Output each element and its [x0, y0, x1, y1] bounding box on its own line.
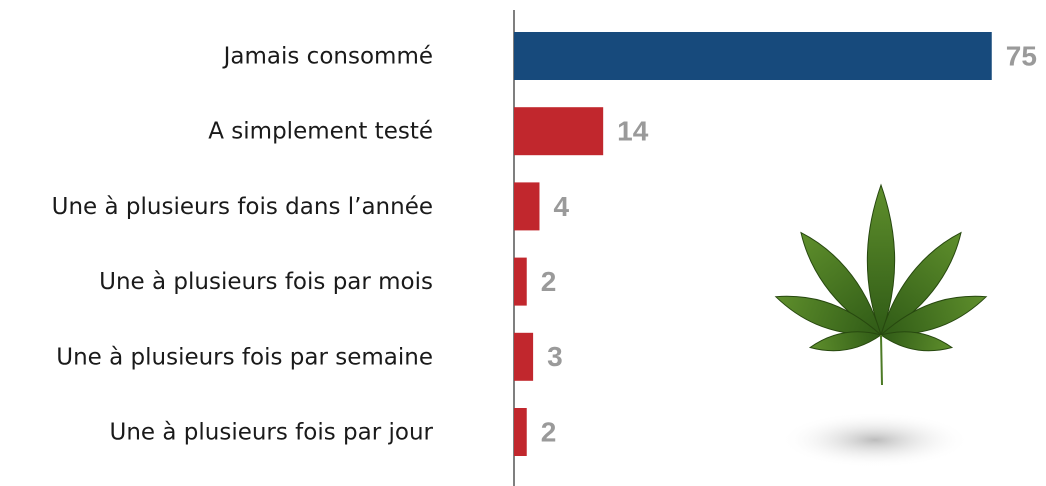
- bar: [514, 107, 603, 155]
- bar: [514, 333, 533, 381]
- category-label: Une à plusieurs fois par jour: [109, 420, 433, 446]
- category-label: A simplement testé: [208, 119, 433, 145]
- value-label: 14: [617, 116, 649, 147]
- leaf-illustration: [772, 185, 991, 468]
- value-label: 75: [1006, 40, 1037, 71]
- category-label: Une à plusieurs fois dans l’année: [52, 194, 433, 220]
- value-label: 2: [541, 266, 557, 297]
- bar: [514, 408, 527, 456]
- chart: Jamais consommé 75 A simplement testé 14 Une…: [0, 0, 1046, 486]
- category-label: Une à plusieurs fois par semaine: [56, 344, 433, 370]
- bar: [514, 258, 527, 306]
- value-label: 4: [553, 191, 569, 222]
- value-label: 2: [541, 416, 557, 447]
- bar: [514, 32, 992, 80]
- category-label: Jamais consommé: [222, 44, 433, 70]
- category-label: Une à plusieurs fois par mois: [99, 269, 433, 295]
- bar: [514, 182, 539, 230]
- value-label: 3: [547, 341, 563, 372]
